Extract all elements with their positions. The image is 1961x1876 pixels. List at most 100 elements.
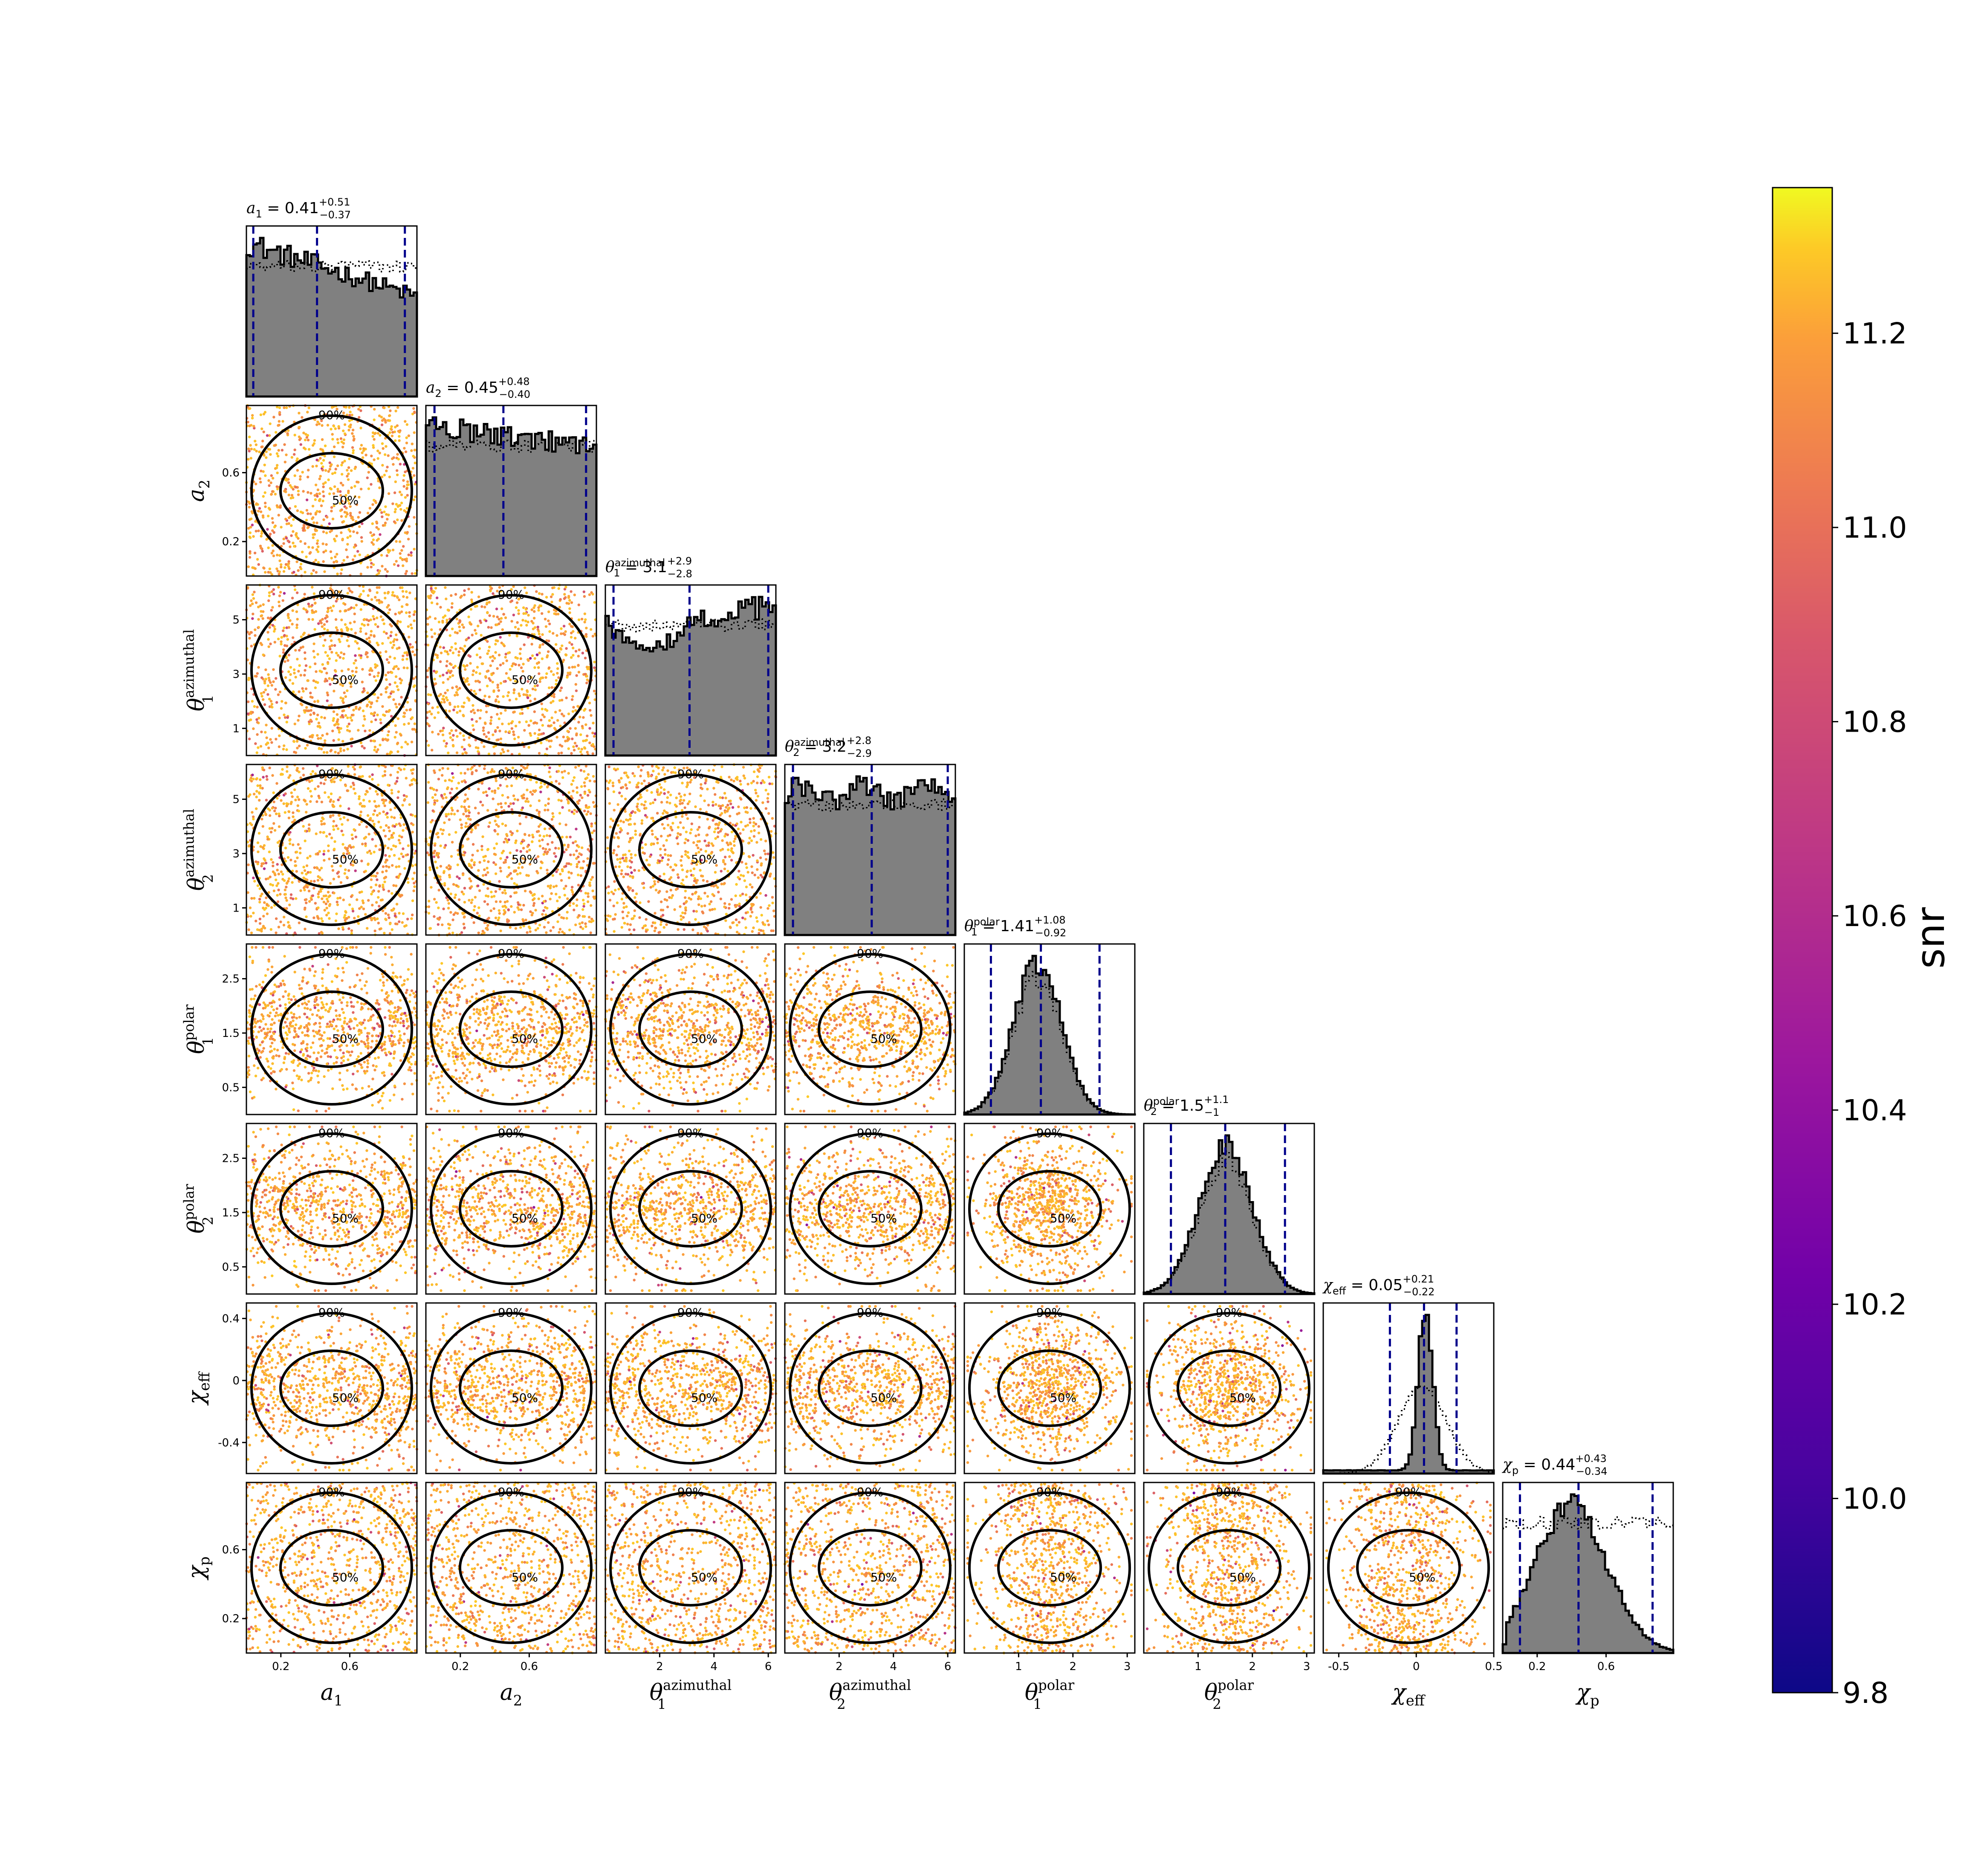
contour-label-50: 50% (871, 1211, 897, 1225)
panel-theta1_pol-vs-a2: 50% 90% (424, 943, 598, 1115)
title-theta1_az: θazimuthal 1 = 3.1+2.9 −2.8 (605, 555, 692, 580)
title-theta1_pol: θpolar 1 = 1.41+1.08 −0.92 (964, 914, 1066, 939)
panel-theta2_az-vs-theta1_az: 50% 90% (604, 763, 778, 936)
x-tick-label: 2 (656, 1660, 663, 1673)
contour-90 (609, 1312, 772, 1465)
y-axis-label-chi_p: χp (184, 1556, 213, 1581)
title-theta2_pol: θpolar 2 = 1.5+1.1 −1 (1144, 1094, 1229, 1118)
contour-90 (250, 953, 413, 1106)
y-tick-label: 2.5 (222, 1152, 240, 1165)
contour-label-50: 50% (691, 1391, 717, 1405)
contour-label-50: 50% (871, 1391, 897, 1405)
contour-label-90: 90% (318, 588, 345, 602)
contour-50 (459, 811, 564, 889)
panel-frame (425, 943, 597, 1115)
panel-frame (425, 584, 597, 756)
x-tick-label: 0.6 (521, 1660, 538, 1673)
panel-frame (1143, 1123, 1315, 1295)
panel-chi_eff-vs-chi_eff: χeff = 0.05+0.21 −0.22 (1322, 1273, 1495, 1475)
y-tick-label: 1 (232, 902, 240, 915)
contour-label-90: 90% (1036, 1306, 1063, 1320)
panel-frame (784, 1123, 956, 1295)
scatter-points (245, 1125, 418, 1292)
panel-theta1_az-vs-a2: 50% 90% (424, 583, 598, 757)
panel-a1-vs-a1: a1 = 0.41+0.51 −0.37 (245, 196, 418, 398)
contour-label-90: 90% (318, 1485, 345, 1499)
x-tick-label: 0 (1413, 1660, 1420, 1673)
histogram-a2 (425, 416, 598, 577)
contour-label-90: 90% (857, 1485, 883, 1499)
panel-theta1_pol-vs-a1: 50% 90% 0.5 1.5 2.5 θpolar1 (181, 943, 418, 1115)
contour-label-50: 50% (332, 1032, 359, 1046)
x-tick-label: 0.2 (1528, 1660, 1546, 1673)
y-tick-label: 5 (232, 614, 240, 627)
panel-theta1_pol-vs-theta1_pol: θpolar 1 = 1.41+1.08 −0.92 (963, 914, 1136, 1116)
panel-chi_p-vs-theta2_pol: 50% 90% 1 2 3 θpolar 2 (1143, 1481, 1315, 1712)
colorbar-tick-label: 10.2 (1842, 1288, 1907, 1322)
panel-background (605, 1482, 776, 1653)
x-tick-label: 2 (1070, 1660, 1077, 1673)
panel-frame (604, 764, 777, 936)
contour-label-90: 90% (318, 767, 345, 781)
contour-label-90: 90% (498, 1485, 524, 1499)
prior-histogram-a1 (246, 260, 417, 273)
contour-90 (250, 414, 413, 567)
contour-50 (638, 990, 743, 1068)
panel-frame (1502, 1482, 1674, 1654)
contour-90 (789, 1491, 952, 1644)
contour-50 (997, 1529, 1102, 1607)
panel-frame (425, 764, 597, 936)
contour-label-90: 90% (318, 1306, 345, 1320)
y-tick-label: 2.5 (222, 973, 240, 986)
colorbar-tick-label: 10.0 (1842, 1482, 1907, 1516)
panel-frame (246, 584, 418, 756)
contour-90 (968, 1312, 1131, 1465)
title-chi_eff: χeff = 0.05+0.21 −0.22 (1322, 1273, 1435, 1298)
contour-label-90: 90% (1216, 1485, 1242, 1499)
contour-50 (638, 1170, 743, 1248)
contour-50 (279, 452, 384, 530)
contour-90 (789, 1312, 952, 1465)
scatter-points (424, 946, 598, 1113)
panel-frame (784, 764, 956, 936)
contour-label-50: 50% (512, 1211, 538, 1225)
contour-50 (459, 1349, 564, 1427)
contour-50 (279, 811, 384, 889)
contour-label-50: 50% (691, 852, 717, 866)
x-tick-label: 6 (944, 1660, 952, 1673)
histogram-chi_eff (1322, 1314, 1495, 1475)
panel-frame (784, 1482, 956, 1654)
y-axis-label-chi_eff: χeff (184, 1371, 213, 1406)
panel-theta2_az-vs-a1: 50% 90% 1 3 5 θazimuthal2 (181, 763, 418, 936)
histogram-a1 (245, 237, 418, 398)
title-theta2_az: θazimuthal 2 = 3.2+2.8 −2.9 (785, 735, 872, 759)
x-axis-label-theta2_az: θazimuthal 2 (829, 1677, 911, 1712)
x-axis-label-theta2_pol: θpolar 2 (1204, 1677, 1254, 1712)
panel-frame (246, 1123, 418, 1295)
x-axis-label-a2: a2 (500, 1680, 523, 1709)
contour-50 (279, 1349, 384, 1427)
contour-50 (997, 1349, 1102, 1427)
contour-90 (430, 1312, 593, 1465)
panel-frame (246, 405, 418, 577)
contour-label-50: 50% (512, 1570, 538, 1584)
scatter-points (1325, 1481, 1492, 1655)
contour-50 (638, 1529, 743, 1607)
panel-chi_eff-vs-theta1_az: 50% 90% (604, 1302, 778, 1474)
contour-label-90: 90% (1395, 1485, 1422, 1499)
y-tick-label: 1.5 (222, 1027, 240, 1040)
y-tick-label: 0.5 (222, 1081, 240, 1094)
colorbar-tick-label: 10.8 (1842, 706, 1907, 739)
panel-chi_p-vs-a2: 50% 90% 0.2 0.6 a2 (424, 1481, 597, 1709)
contour-50 (279, 1529, 384, 1607)
histogram-chi_p (1501, 1493, 1675, 1654)
title-a1: a1 = 0.41+0.51 −0.37 (246, 196, 351, 221)
title-a2: a2 = 0.45+0.48 −0.40 (426, 376, 530, 400)
title-chi_p: χp = 0.44+0.43 −0.34 (1501, 1453, 1607, 1477)
x-tick-label: 0.2 (272, 1660, 289, 1673)
y-axis-label-a2: a2 (184, 480, 213, 502)
panel-theta1_pol-vs-theta2_az: 50% 90% (783, 943, 957, 1115)
corner-panels: a1 = 0.41+0.51 −0.37 50% 90% 0.2 0.6 a2 a2 = 0.… (181, 196, 1675, 1712)
colorbar-label: snr (1908, 907, 1953, 969)
panel-frame (1143, 1302, 1315, 1474)
